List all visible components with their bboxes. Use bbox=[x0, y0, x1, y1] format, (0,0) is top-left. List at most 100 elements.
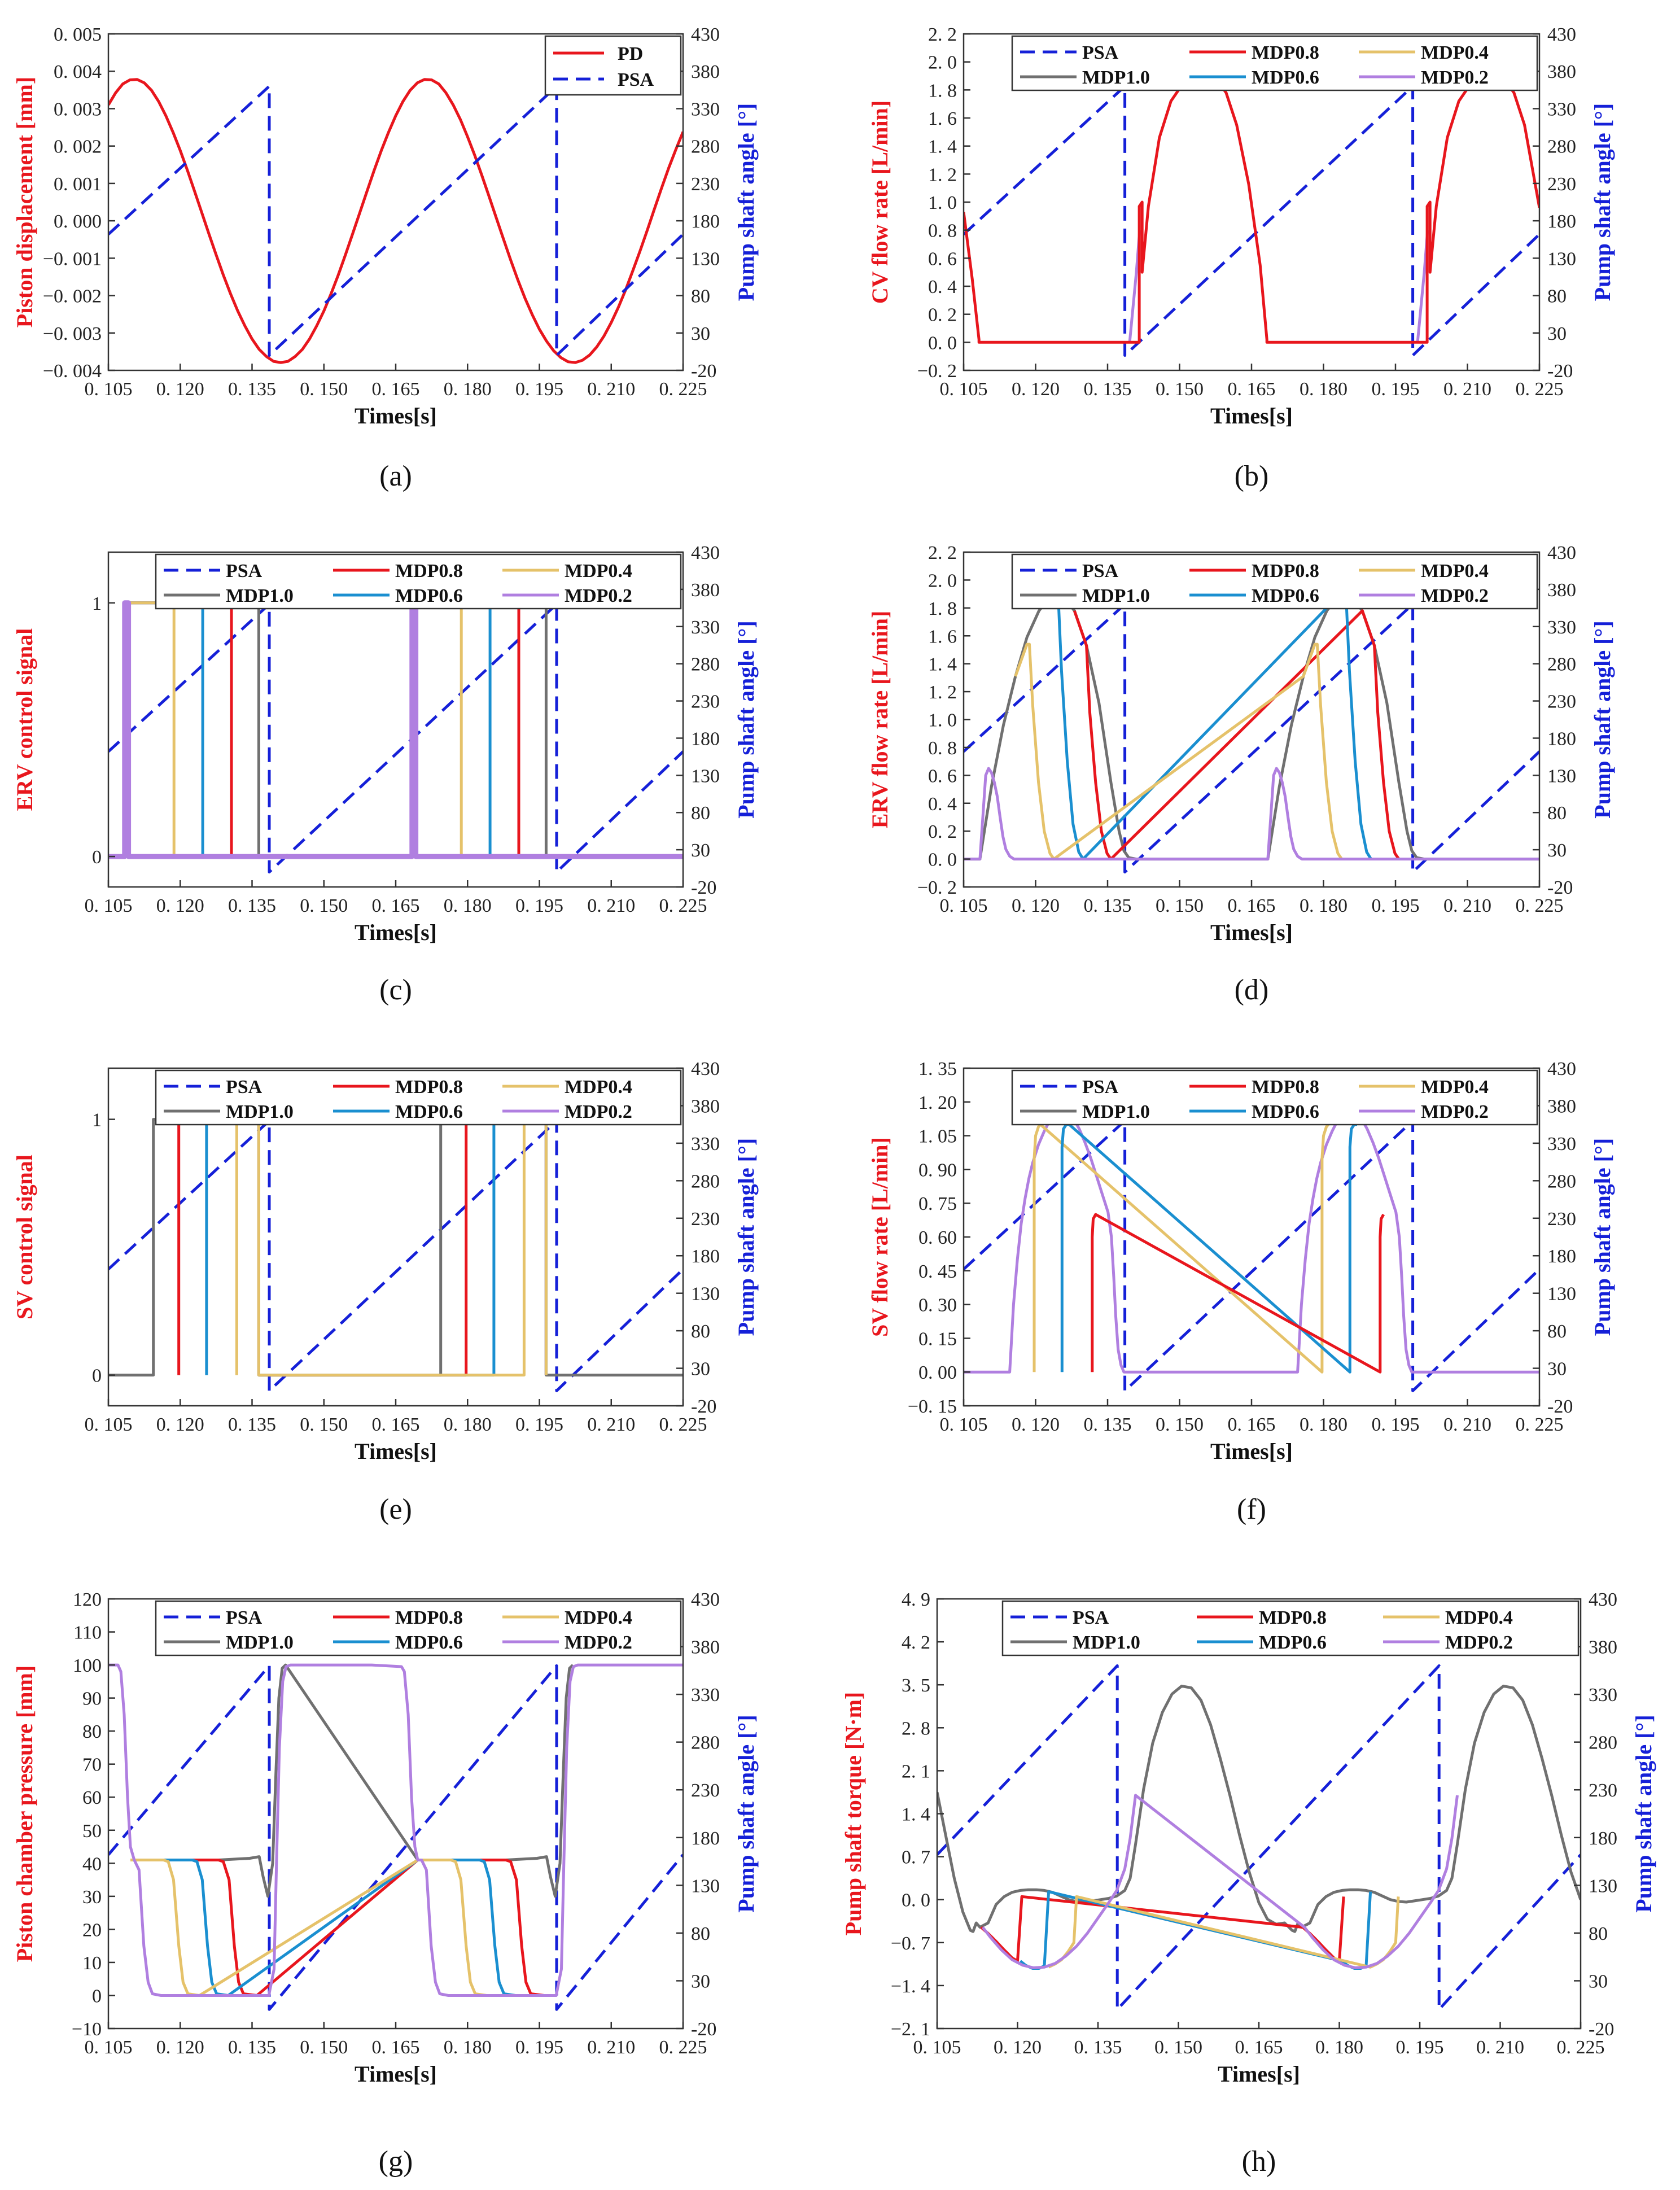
y2-tick-label: 130 bbox=[691, 1876, 720, 1896]
y-tick-label: 0. 000 bbox=[54, 211, 102, 232]
legend: PSA MDP0.8 MDP0.4 MDP1.0 MDP0.6 MDP0.2 bbox=[155, 553, 682, 610]
x-tick-label: 0. 135 bbox=[228, 895, 276, 916]
y-tick-label: 0. 60 bbox=[918, 1227, 957, 1248]
y2-tick-label: 430 bbox=[691, 1059, 720, 1079]
legend-box bbox=[1011, 35, 1538, 91]
y-tick-label: 0. 0 bbox=[902, 1890, 930, 1911]
y-tick-label: 3. 5 bbox=[902, 1675, 930, 1696]
x-tick-label: 0. 135 bbox=[228, 379, 276, 400]
y2-tick-label: 280 bbox=[1547, 654, 1576, 675]
y-tick-label: 1. 4 bbox=[928, 137, 957, 158]
x-tick-label: 0. 135 bbox=[1084, 895, 1132, 916]
y-tick-label: 0. 2 bbox=[928, 821, 957, 842]
y2-tick-label: 430 bbox=[1547, 24, 1576, 45]
legend-box bbox=[544, 35, 682, 96]
y2-tick-label: 130 bbox=[1547, 248, 1576, 269]
x-tick-label: 0. 165 bbox=[1235, 2037, 1283, 2058]
x-tick-label: 0. 180 bbox=[444, 379, 492, 400]
legend-label: MDP1.0 bbox=[1082, 585, 1150, 606]
x-axis-title: Times[s] bbox=[1210, 920, 1293, 945]
y-tick-label: 2. 1 bbox=[902, 1761, 930, 1782]
x-tick-label: 0. 120 bbox=[1012, 1414, 1060, 1435]
y-tick-label: −1. 4 bbox=[891, 1976, 930, 1997]
y2-tick-label: 180 bbox=[691, 1246, 720, 1267]
panel-caption: (e) bbox=[379, 1493, 412, 1525]
x-tick-label: 0. 165 bbox=[372, 2037, 420, 2058]
y-tick-label: 120 bbox=[73, 1589, 102, 1610]
panel-caption: (c) bbox=[379, 974, 412, 1006]
y2-tick-label: 280 bbox=[691, 137, 720, 158]
legend-label: PSA bbox=[1082, 1077, 1119, 1098]
x-tick-label: 0. 195 bbox=[515, 379, 563, 400]
y-tick-label: 1. 8 bbox=[928, 598, 957, 619]
y-tick-label: −0. 7 bbox=[891, 1933, 930, 1954]
series-group bbox=[108, 1118, 683, 1392]
y-tick-label: 2. 0 bbox=[928, 53, 957, 73]
y-tick-label: 0 bbox=[92, 1366, 102, 1387]
y-tick-label: 0. 004 bbox=[54, 62, 102, 82]
y-tick-label: 0. 6 bbox=[928, 766, 957, 786]
y-tick-label: 0. 7 bbox=[902, 1847, 930, 1868]
y-tick-label: 0. 30 bbox=[918, 1295, 957, 1316]
x-tick-label: 0. 120 bbox=[156, 379, 204, 400]
y2-tick-label: -20 bbox=[1547, 1396, 1573, 1417]
plot-frame bbox=[107, 1598, 684, 2030]
x-tick-label: 0. 120 bbox=[1012, 379, 1060, 400]
y2-tick-label: 30 bbox=[691, 840, 710, 861]
y-tick-label: 70 bbox=[82, 1755, 102, 1776]
y2-tick-label: 80 bbox=[691, 803, 710, 824]
x-tick-label: 0. 180 bbox=[1300, 895, 1348, 916]
y-axis-title: SV control signal bbox=[12, 1155, 37, 1319]
y-tick-label: 0. 0 bbox=[928, 850, 957, 871]
y2-tick-label: 380 bbox=[691, 1096, 720, 1117]
x-tick-label: 0. 105 bbox=[940, 895, 988, 916]
legend-label: MDP1.0 bbox=[1082, 1101, 1150, 1122]
legend-label: MDP0.4 bbox=[565, 561, 632, 582]
x-axis-title: Times[s] bbox=[1218, 2061, 1300, 2087]
y-tick-label: 1. 4 bbox=[928, 654, 957, 675]
series-line-mdp0-4 bbox=[1014, 642, 1343, 861]
panel-caption: (b) bbox=[1235, 460, 1269, 492]
legend-label: PSA bbox=[618, 69, 654, 90]
y2-axis-title: Pump shaft angle [°] bbox=[733, 1715, 759, 1912]
x-tick-label: 0. 150 bbox=[1154, 2037, 1202, 2058]
y2-tick-label: -20 bbox=[691, 361, 716, 382]
panel-caption: (h) bbox=[1242, 2145, 1276, 2178]
y-axis-title: SV flow rate [L/min] bbox=[867, 1137, 893, 1337]
y2-tick-label: 130 bbox=[691, 1284, 720, 1305]
y2-tick-label: 80 bbox=[1547, 286, 1567, 307]
y2-tick-label: 280 bbox=[691, 654, 720, 675]
x-tick-label: 0. 210 bbox=[587, 895, 635, 916]
legend-label: MDP0.6 bbox=[1252, 1101, 1319, 1122]
series-line-mdp0-8 bbox=[1073, 609, 1401, 861]
y2-tick-label: 130 bbox=[1547, 766, 1576, 786]
legend-label: MDP0.6 bbox=[1259, 1632, 1327, 1653]
x-tick-label: 0. 225 bbox=[1516, 379, 1564, 400]
y-axis-title: CV flow rate [L/min] bbox=[867, 100, 893, 304]
legend: PSA MDP0.8 MDP0.4 MDP1.0 MDP0.6 MDP0.2 bbox=[1011, 35, 1538, 91]
x-tick-label: 0. 150 bbox=[300, 1414, 348, 1435]
y2-tick-label: 180 bbox=[691, 728, 720, 749]
x-tick-label: 0. 150 bbox=[300, 379, 348, 400]
x-tick-label: 0. 135 bbox=[228, 1414, 276, 1435]
x-axis-title: Times[s] bbox=[1210, 403, 1293, 429]
x-tick-label: 0. 120 bbox=[1012, 895, 1060, 916]
y-tick-label: 10 bbox=[82, 1953, 102, 1974]
x-tick-label: 0. 135 bbox=[1084, 379, 1132, 400]
y-tick-label: 0. 0 bbox=[928, 333, 957, 353]
y-tick-label: 1 bbox=[92, 593, 102, 614]
x-tick-label: 0. 120 bbox=[156, 2037, 204, 2058]
y-tick-label: 0. 8 bbox=[928, 738, 957, 759]
y2-tick-label: 380 bbox=[691, 580, 720, 601]
y-tick-label: 90 bbox=[82, 1689, 102, 1710]
series-line-mdp0-8 bbox=[964, 75, 1539, 344]
legend-label: MDP0.4 bbox=[565, 1077, 632, 1098]
x-tick-label: 0. 180 bbox=[444, 1414, 492, 1435]
x-tick-label: 0. 135 bbox=[1084, 1414, 1132, 1435]
legend-box bbox=[155, 1600, 682, 1656]
y2-tick-label: 330 bbox=[1589, 1685, 1617, 1706]
y2-tick-label: 230 bbox=[691, 692, 720, 712]
legend-label: MDP1.0 bbox=[226, 585, 294, 606]
x-tick-label: 0. 150 bbox=[300, 2037, 348, 2058]
y2-tick-label: -20 bbox=[1547, 361, 1573, 382]
